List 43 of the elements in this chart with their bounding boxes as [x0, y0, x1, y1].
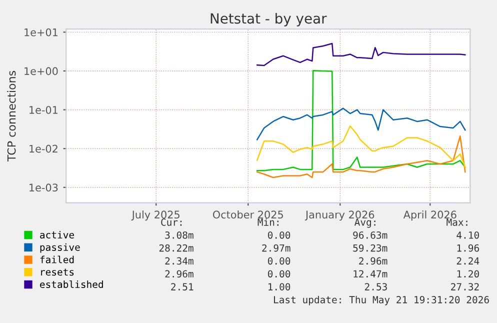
text: 2.96m [165, 270, 194, 278]
legend-label: active [40, 230, 74, 239]
legend-label: passive [40, 243, 80, 253]
text: 2.51 [171, 283, 194, 290]
legend-label: resets [41, 268, 74, 276]
text: 1.00 [268, 283, 290, 290]
y-axis-title: TCP connections [7, 70, 16, 162]
text: 0.00 [268, 257, 290, 265]
text: 28.22m [159, 244, 194, 252]
line-series [256, 125, 466, 168]
text: 96.63m [353, 231, 388, 239]
text: 2.24 [456, 257, 480, 264]
text: 0.00 [268, 270, 290, 278]
text: 12.47m [354, 270, 388, 278]
text: 1.20 [457, 270, 479, 278]
y-tick-label: 1e+00 [24, 67, 58, 76]
text: 3.08m [165, 231, 194, 239]
text: Last update: Thu May 21 19:31:20 2026 [274, 296, 489, 306]
text: Cur: [161, 218, 182, 226]
line-series [256, 108, 466, 140]
y-tick-label: 1e+01 [24, 28, 58, 36]
line-series [256, 42, 466, 66]
line-series [256, 70, 466, 172]
chart-title: Netstat - by year [210, 12, 327, 26]
legend-label: failed [40, 256, 74, 264]
y-tick-label: 1e-02 [30, 144, 58, 153]
x-tick-label: October 2025 [212, 210, 283, 219]
y-tick-label: 1e-03 [30, 184, 58, 192]
legend-label: established [40, 280, 103, 288]
text: 2.96m [359, 257, 388, 265]
text: 2.34m [165, 257, 194, 265]
text: 59.23m [353, 244, 388, 252]
text: 2.97m [262, 244, 290, 252]
text: Min: [258, 218, 278, 226]
text: Avg: [354, 218, 376, 228]
text: 1.96 [457, 244, 479, 252]
text: 4.10 [456, 231, 479, 239]
text: 2.53 [364, 283, 387, 290]
line-series [256, 135, 466, 178]
y-tick-label: 1e-01 [30, 106, 58, 114]
text: 27.32 [451, 283, 479, 290]
text: 0.00 [268, 231, 290, 239]
text: Max: [446, 218, 468, 226]
